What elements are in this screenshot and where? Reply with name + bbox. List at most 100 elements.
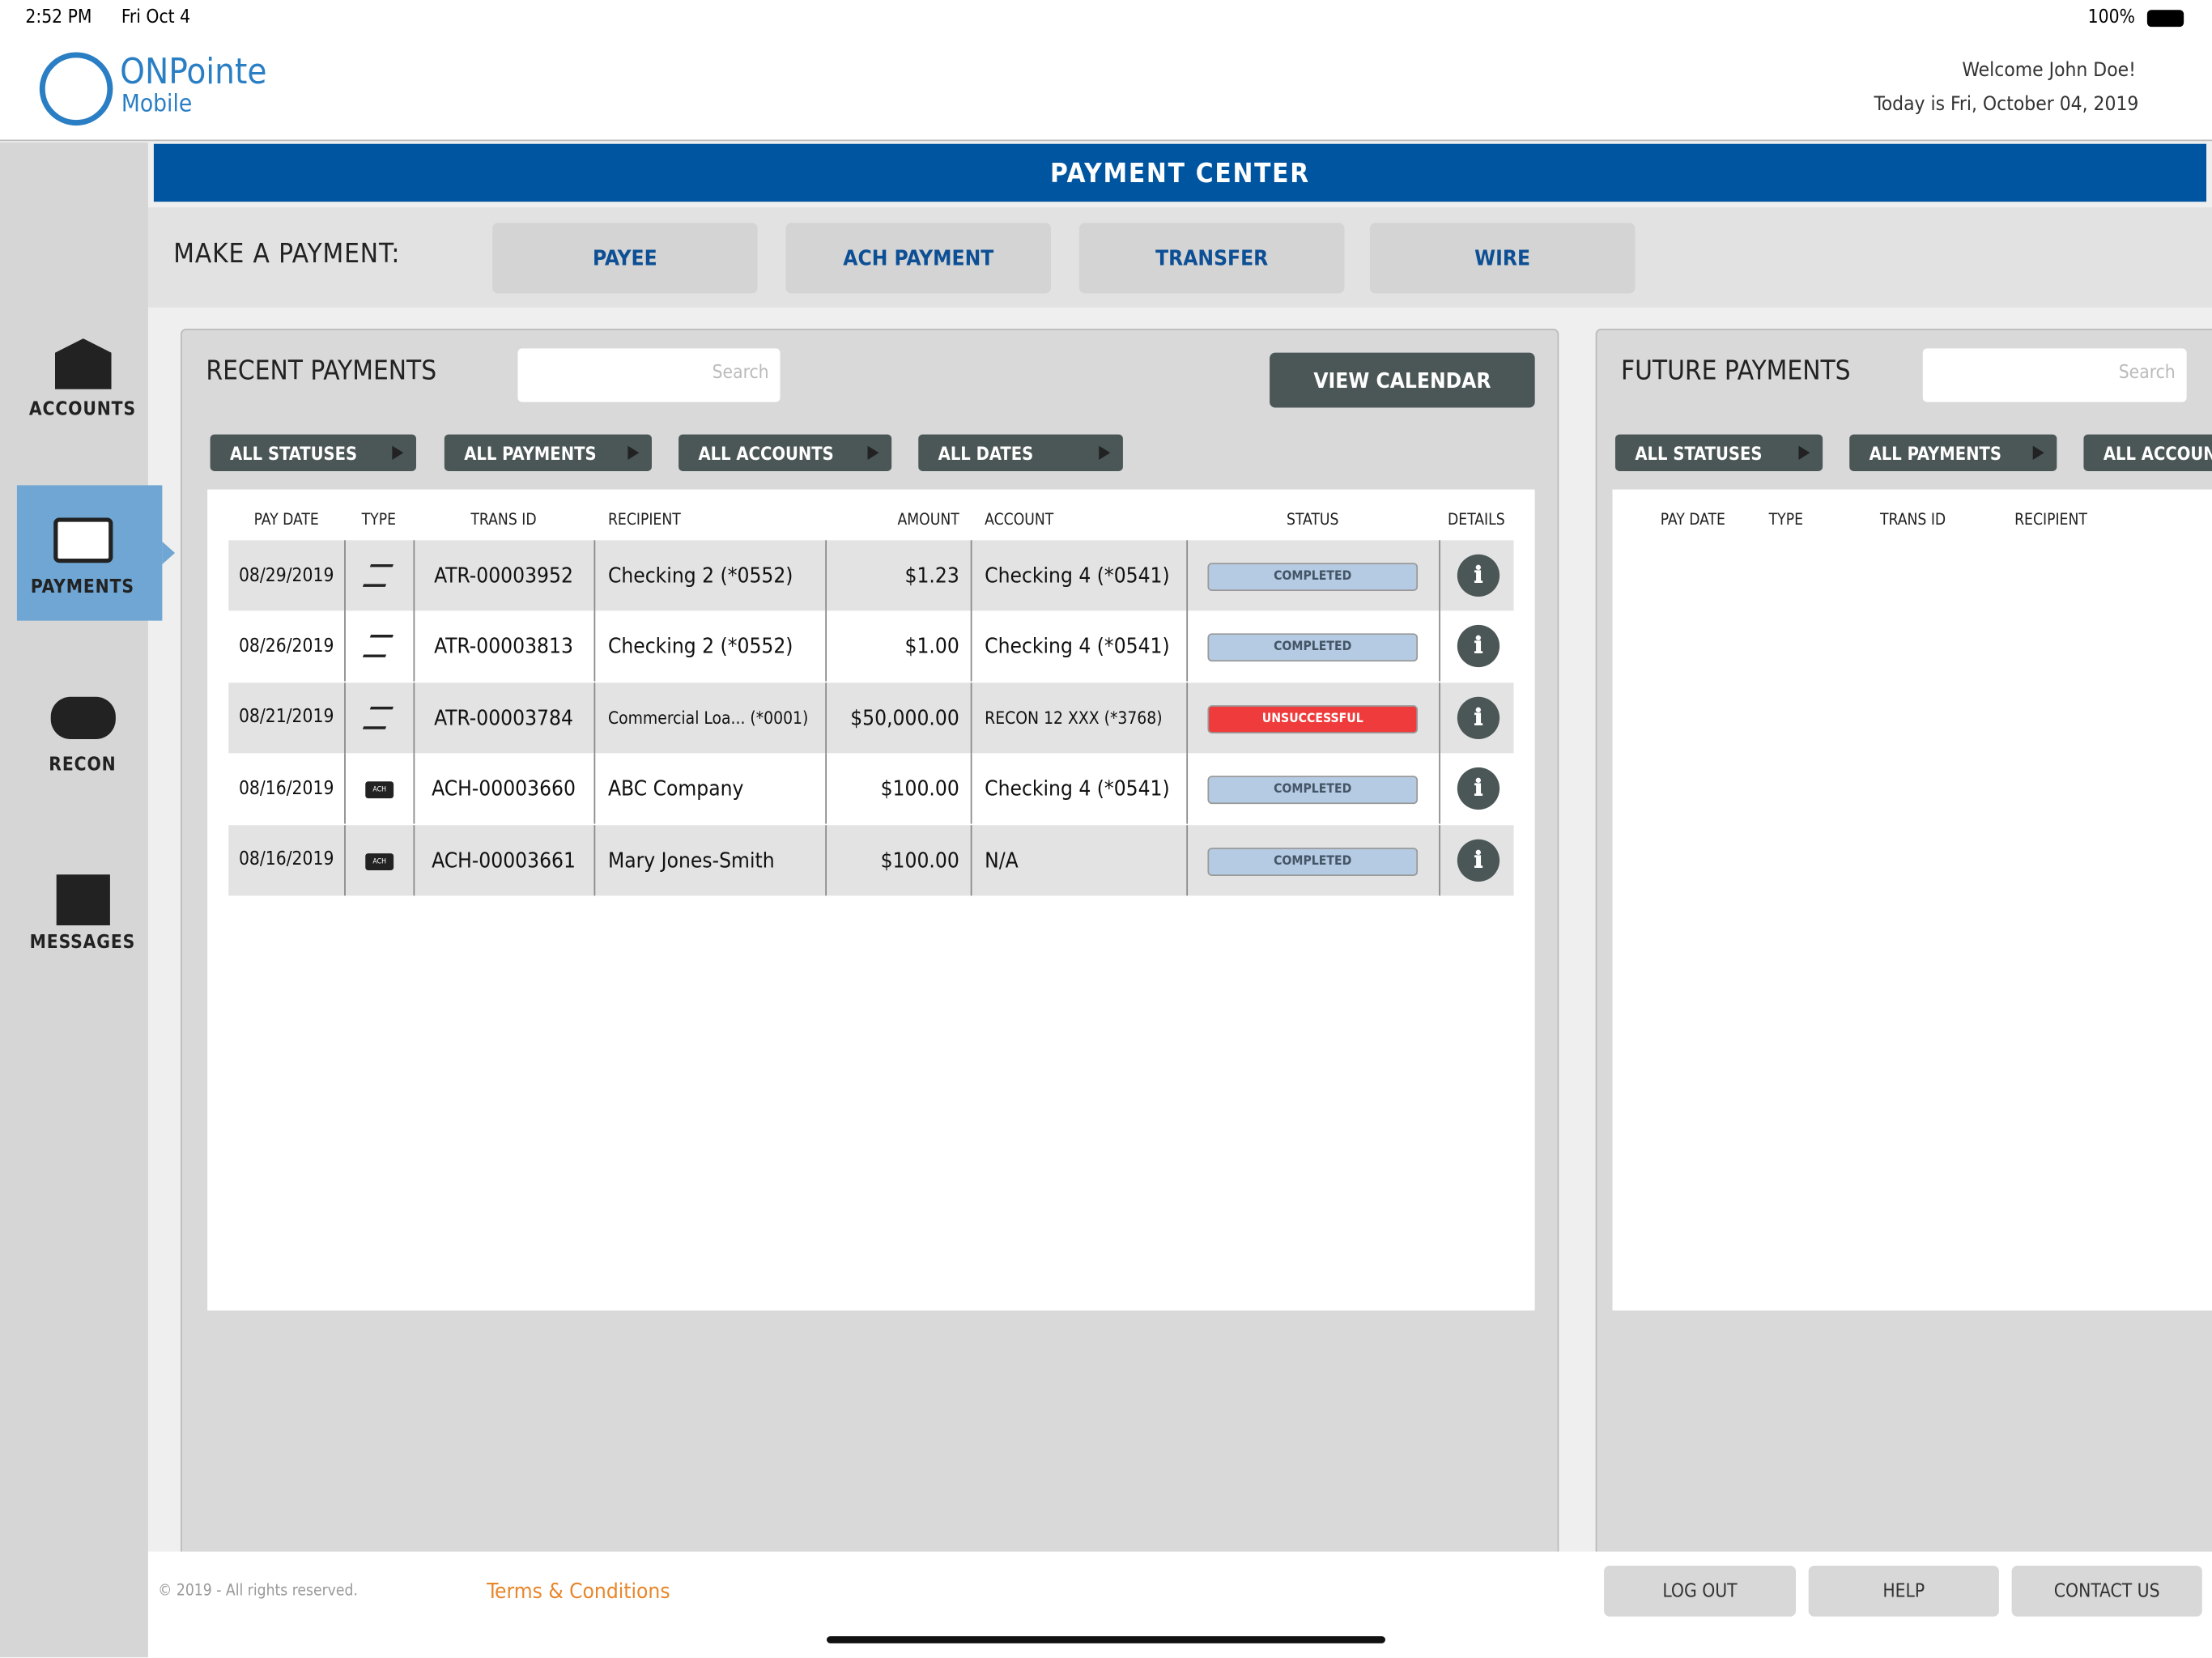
table-cell: 08/16/2019	[238, 778, 334, 800]
future-title: FUTURE PAYMENTS	[1620, 355, 1851, 387]
status-badge: COMPLETED	[1207, 847, 1419, 876]
cell-divider	[825, 824, 827, 895]
table-cell: Checking 2 (*0552)	[607, 633, 793, 660]
cell-divider	[970, 824, 972, 895]
column-header: RECIPIENT	[2014, 510, 2087, 529]
details-button[interactable]: ℹ	[1457, 838, 1500, 882]
details-button[interactable]: ℹ	[1457, 767, 1500, 810]
table-cell: Checking 2 (*0552)	[607, 563, 793, 589]
payment-button[interactable]: ACH PAYMENT	[785, 223, 1052, 294]
table-cell: ATR-00003952	[434, 563, 573, 589]
logo-ring	[39, 52, 113, 126]
table-cell: ABC Company	[607, 776, 744, 801]
sidebar-item[interactable]: ACCOUNTS	[28, 399, 137, 421]
filter-button[interactable]: ALL ACCOUNTS	[678, 434, 892, 471]
details-button[interactable]: ℹ	[1457, 625, 1500, 668]
cell-divider	[1186, 824, 1189, 895]
table-cell: ACH-00003660	[432, 776, 576, 801]
today: Today is Fri, October 04, 2019	[1874, 92, 2139, 116]
cell-divider	[413, 540, 415, 611]
footer-button[interactable]: HELP	[1808, 1566, 1999, 1617]
cell-divider	[413, 611, 415, 682]
copyright: © 2019 - All rights reserved.	[158, 1581, 358, 1600]
footer-button[interactable]: CONTACT US	[2011, 1566, 2202, 1617]
terms-link[interactable]: Terms & Conditions	[487, 1578, 670, 1605]
filter-button[interactable]: ALL STATUSES	[210, 434, 416, 471]
cell-divider	[344, 540, 346, 611]
column-header: RECIPIENT	[607, 510, 681, 529]
cell-divider	[825, 540, 827, 611]
payments-icon	[53, 517, 113, 563]
footer-button[interactable]: LOG OUT	[1604, 1566, 1797, 1617]
cell-divider	[593, 753, 596, 824]
active-arrow	[162, 542, 176, 564]
table-cell: 08/16/2019	[238, 849, 334, 871]
filter-button[interactable]: ALL ACCOUNTS	[2083, 434, 2212, 471]
filter-button[interactable]: ALL STATUSES	[1614, 434, 1823, 471]
details-button[interactable]: ℹ	[1457, 554, 1500, 597]
table-cell: RECON 12 XXX (*3768)	[985, 708, 1163, 728]
column-header: TRANS ID	[1880, 510, 1946, 529]
cell-divider	[1439, 611, 1440, 682]
sidebar-item[interactable]: RECON	[49, 755, 117, 776]
battery-icon	[2146, 10, 2184, 28]
filter-button[interactable]: ALL DATES	[918, 434, 1123, 471]
view-calendar[interactable]: VIEW CALENDAR	[1270, 352, 1535, 408]
cell-divider	[413, 753, 415, 824]
cell-divider	[593, 824, 596, 895]
table-cell: $100.00	[880, 776, 959, 801]
details-button[interactable]: ℹ	[1457, 696, 1500, 739]
cell-divider	[825, 682, 827, 754]
status-badge: COMPLETED	[1207, 776, 1419, 805]
table-cell: 08/21/2019	[238, 707, 334, 729]
cell-divider	[1186, 611, 1189, 682]
filter-button[interactable]: ALL PAYMENTS	[1849, 434, 2057, 471]
column-header: PAY DATE	[253, 510, 319, 529]
status-badge: COMPLETED	[1207, 563, 1419, 592]
status-badge: COMPLETED	[1207, 633, 1419, 662]
sidebar-item[interactable]: MESSAGES	[29, 932, 136, 954]
recent-search[interactable]: Search	[517, 348, 781, 402]
table-cell: Checking 4 (*0541)	[985, 563, 1170, 589]
cell-divider	[1186, 540, 1189, 611]
column-header: TRANS ID	[470, 510, 537, 529]
cell-divider	[1439, 753, 1440, 824]
payment-button[interactable]: PAYEE	[492, 223, 758, 294]
cell-divider	[1186, 753, 1189, 824]
column-header: TYPE	[1768, 510, 1803, 529]
home-indicator	[827, 1636, 1385, 1643]
ach-icon: ACH	[365, 781, 394, 799]
payment-button[interactable]: WIRE	[1369, 223, 1636, 294]
logo-main: ONPointe	[120, 50, 267, 92]
table-cell: ATR-00003784	[434, 704, 573, 731]
cell-divider	[1186, 682, 1189, 754]
cell-divider	[970, 540, 972, 611]
sidebar-item[interactable]: PAYMENTS	[30, 576, 134, 598]
cell-divider	[1439, 824, 1440, 895]
cell-divider	[593, 611, 596, 682]
payment-button[interactable]: TRANSFER	[1078, 223, 1345, 294]
table-cell: ATR-00003813	[434, 633, 573, 660]
cell-divider	[970, 611, 972, 682]
future-search[interactable]: Search	[1922, 348, 2187, 402]
cell-divider	[413, 824, 415, 895]
cell-divider	[825, 611, 827, 682]
header-bg	[0, 0, 2212, 142]
ach-icon: ACH	[365, 852, 394, 870]
cell-divider	[344, 611, 346, 682]
column-header: STATUS	[1287, 510, 1339, 529]
filter-button[interactable]: ALL PAYMENTS	[444, 434, 652, 471]
cell-divider	[970, 753, 972, 824]
column-header: DETAILS	[1448, 510, 1505, 529]
status-badge: UNSUCCESSFUL	[1207, 704, 1419, 733]
cell-divider	[413, 682, 415, 754]
cell-divider	[593, 540, 596, 611]
page-title: PAYMENT CENTER	[153, 143, 2207, 202]
table-cell: $100.00	[880, 847, 959, 873]
cell-divider	[970, 682, 972, 754]
column-header: ACCOUNT	[985, 510, 1054, 529]
recon-icon	[50, 696, 116, 739]
table-cell: 08/26/2019	[238, 636, 334, 657]
